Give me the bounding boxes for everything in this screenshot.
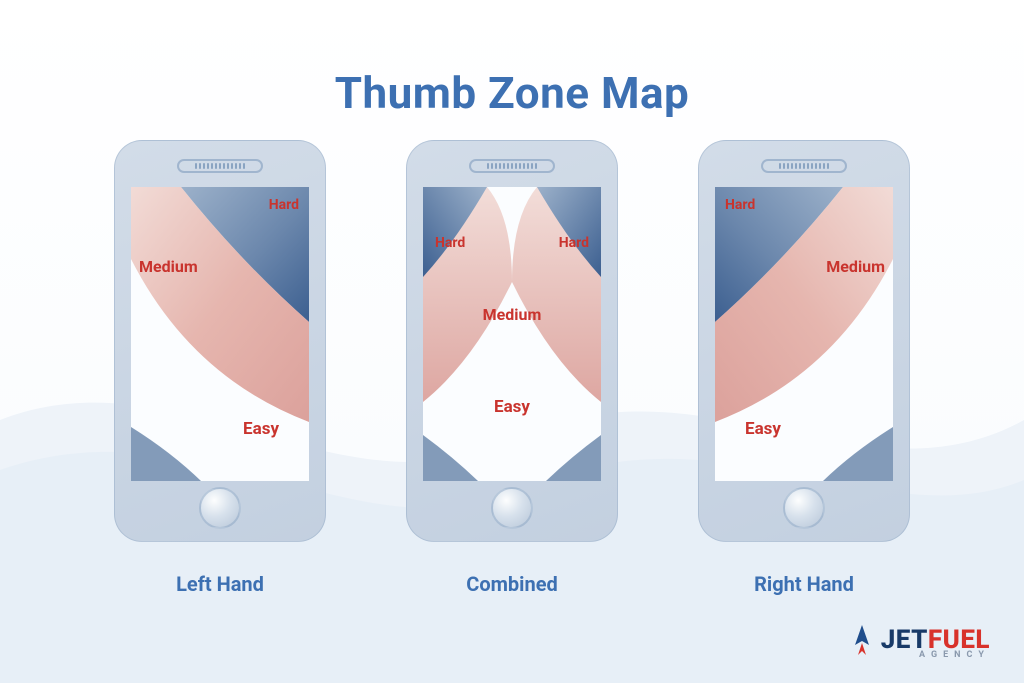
phone-caption-combined: Combined xyxy=(466,572,558,596)
phone-block-left: Hard Medium Easy Left Hand xyxy=(114,140,326,596)
logo-main: JETFUEL xyxy=(881,627,990,653)
phone-combined: Hard Hard Medium Easy xyxy=(406,140,618,542)
home-button-icon xyxy=(199,487,241,529)
phone-caption-left: Left Hand xyxy=(176,572,264,596)
phone-screen-left: Hard Medium Easy xyxy=(131,187,309,481)
page-title: Thumb Zone Map xyxy=(0,67,1024,119)
phone-caption-right: Right Hand xyxy=(754,572,854,596)
home-button-icon xyxy=(783,487,825,529)
phone-right: Hard Medium Easy xyxy=(698,140,910,542)
zone-label-medium: Medium xyxy=(483,305,542,324)
phones-row: Hard Medium Easy Left Hand xyxy=(0,140,1024,596)
phone-screen-right: Hard Medium Easy xyxy=(715,187,893,481)
zone-label-hard-right: Hard xyxy=(559,235,589,251)
zone-label-medium: Medium xyxy=(826,257,885,276)
zone-label-hard: Hard xyxy=(269,197,299,213)
zone-label-hard-left: Hard xyxy=(435,235,465,251)
home-button-icon xyxy=(491,487,533,529)
zone-label-easy: Easy xyxy=(745,419,781,439)
jetfuel-logo: JETFUEL AGENCY xyxy=(849,623,990,663)
phone-block-combined: Hard Hard Medium Easy Combined xyxy=(406,140,618,596)
phone-speaker xyxy=(177,159,263,173)
zone-label-easy: Easy xyxy=(494,397,530,417)
phone-block-right: Hard Medium Easy Right Hand xyxy=(698,140,910,596)
phone-left: Hard Medium Easy xyxy=(114,140,326,542)
zone-label-easy: Easy xyxy=(243,419,279,439)
phone-speaker xyxy=(761,159,847,173)
phone-screen-combined: Hard Hard Medium Easy xyxy=(423,187,601,481)
rocket-icon xyxy=(849,623,875,663)
phone-speaker xyxy=(469,159,555,173)
zone-label-hard: Hard xyxy=(725,197,755,213)
zone-label-medium: Medium xyxy=(139,257,198,276)
